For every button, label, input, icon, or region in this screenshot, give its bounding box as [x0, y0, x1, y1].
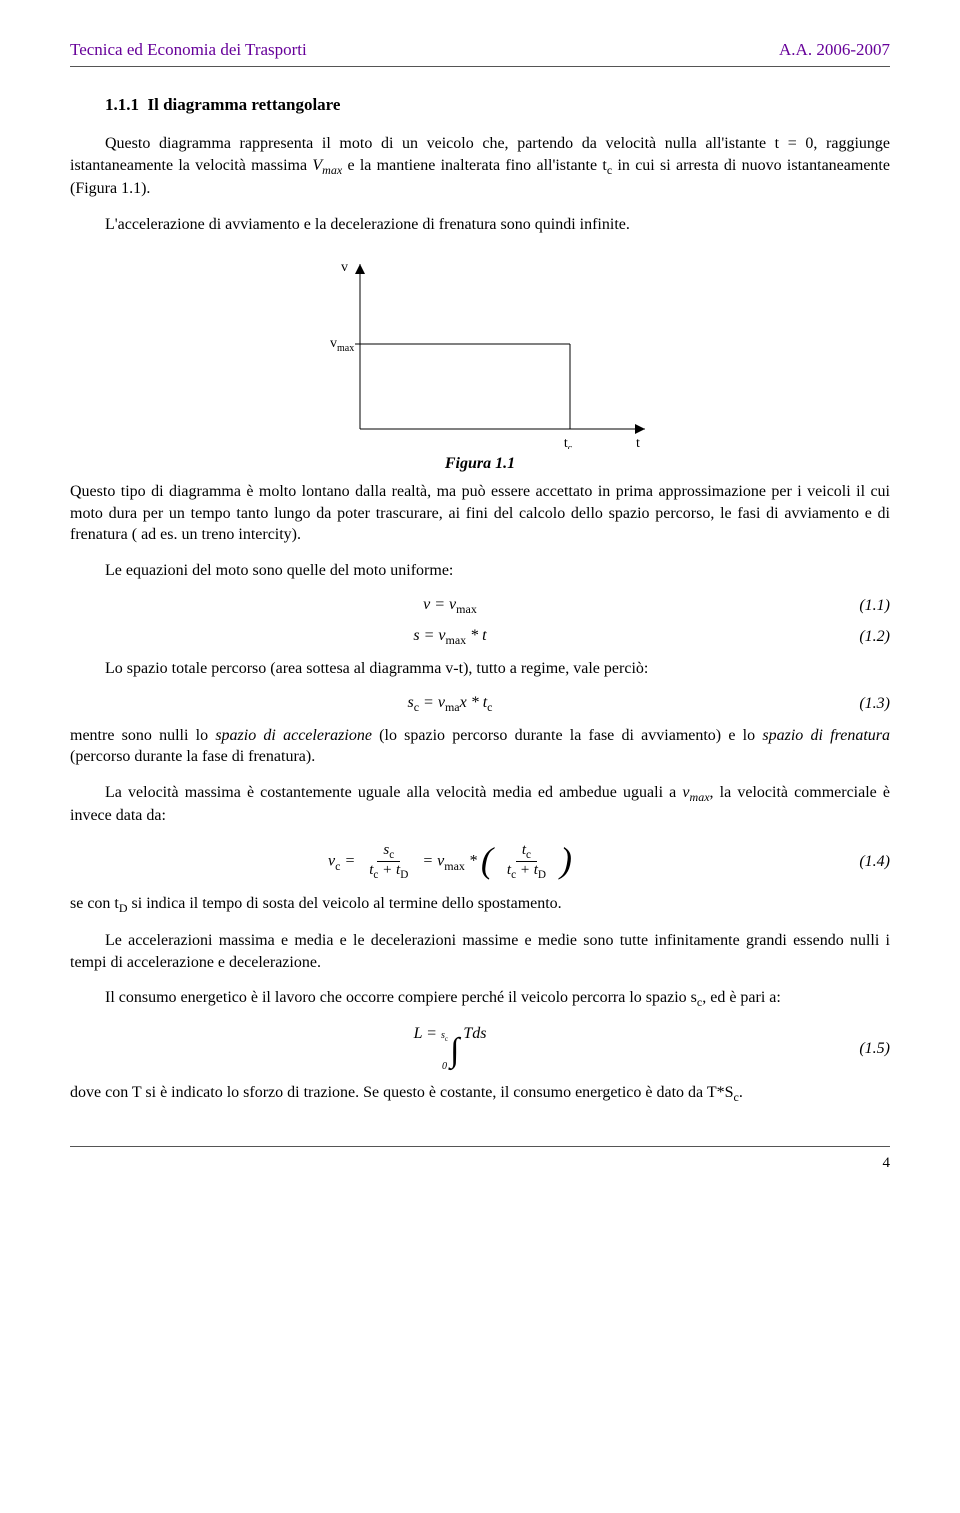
equation-1-2: s = vmax * t (1.2) — [70, 627, 890, 648]
paragraph-final: dove con T si è indicato lo sforzo di tr… — [70, 1082, 890, 1105]
section-title: 1.1.1 Il diagramma rettangolare — [105, 95, 890, 115]
paragraph-equazioni-intro: Le equazioni del moto sono quelle del mo… — [70, 560, 890, 582]
paragraph-spazi-nulli: mentre sono nulli lo spazio di acceleraz… — [70, 725, 890, 768]
header-right: A.A. 2006-2007 — [779, 40, 890, 60]
label-vmax: vmax — [330, 336, 354, 354]
paragraph-accel: L'accelerazione di avviamento e la decel… — [70, 214, 890, 236]
paragraph-velocita: La velocità massima è costantemente ugua… — [70, 782, 890, 827]
paragraph-realta: Questo tipo di diagramma è molto lontano… — [70, 481, 890, 546]
label-t: t — [636, 436, 640, 449]
header-rule — [70, 66, 890, 67]
paragraph-consumo: Il consumo energetico è il lavoro che oc… — [70, 987, 890, 1010]
page-header: Tecnica ed Economia dei Trasporti A.A. 2… — [70, 40, 890, 60]
equation-1-5: L = sc 0 ∫ Tds (1.5) — [70, 1025, 890, 1073]
footer-rule — [70, 1146, 890, 1147]
paragraph-intro: Questo diagramma rappresenta il moto di … — [70, 133, 890, 200]
equation-1-3: sc = vmax * tc (1.3) — [70, 694, 890, 715]
paragraph-accel-max: Le accelerazioni massima e media e le de… — [70, 930, 890, 973]
paragraph-td: se con tD si indica il tempo di sosta de… — [70, 893, 890, 916]
equation-1-1: v = vmax (1.1) — [70, 596, 890, 617]
label-tc: tc — [564, 436, 573, 449]
diagram-svg: v vmax tc t — [290, 249, 670, 449]
figure-caption: Figura 1.1 — [70, 455, 890, 473]
paragraph-spazio-intro: Lo spazio totale percorso (area sottesa … — [70, 658, 890, 680]
equation-1-4: vc = sc tc + tD = vmax * ( tc tc + tD ) … — [70, 841, 890, 883]
label-v: v — [341, 260, 348, 275]
header-left: Tecnica ed Economia dei Trasporti — [70, 40, 307, 60]
page-number: 4 — [70, 1155, 890, 1172]
figure-1-1: v vmax tc t — [70, 249, 890, 449]
